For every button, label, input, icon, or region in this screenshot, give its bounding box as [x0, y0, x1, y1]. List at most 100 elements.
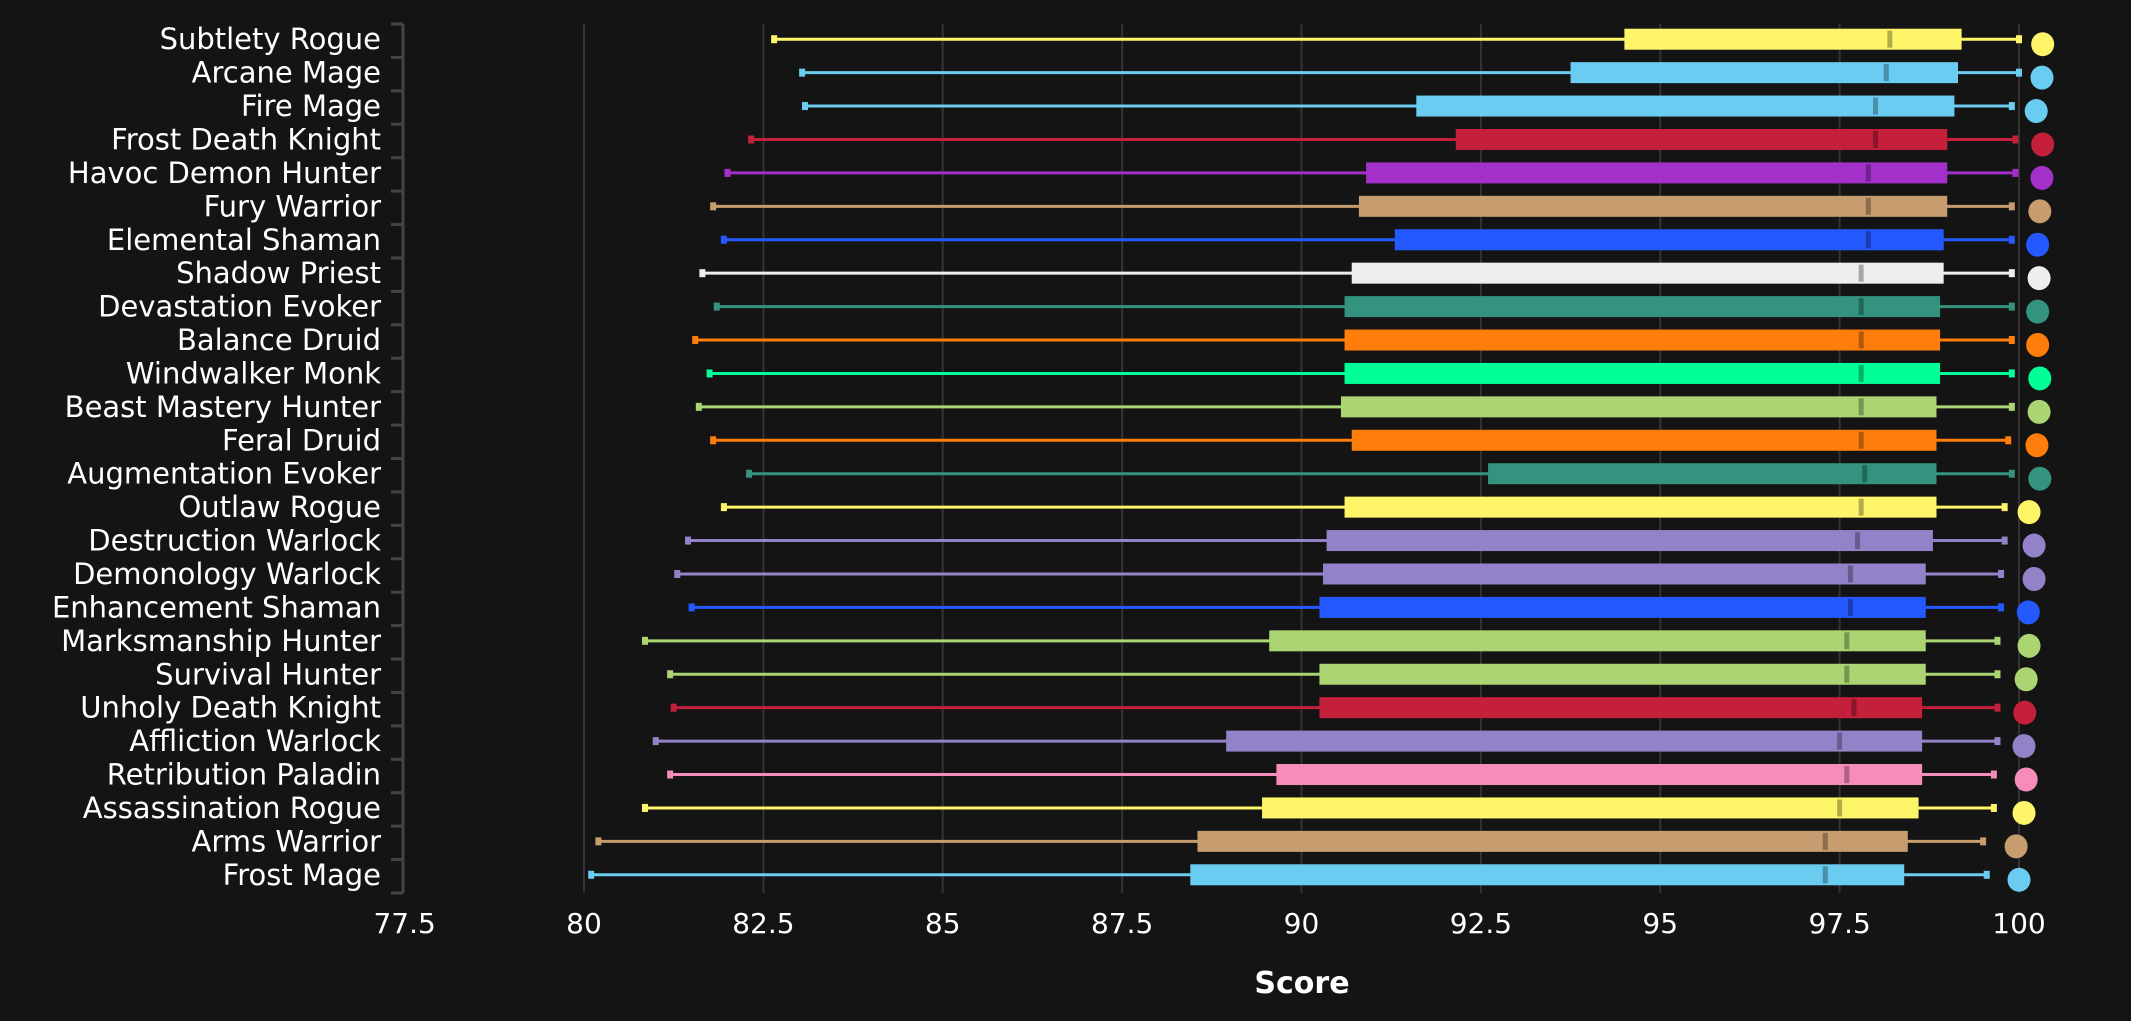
median-line: [1844, 766, 1850, 784]
y-axis: [391, 22, 405, 895]
whisker-max-cap: [1983, 870, 1990, 879]
whisker-min-cap: [641, 636, 648, 645]
x-tick-label: 77.5: [373, 907, 435, 940]
category-label: Destruction Warlock: [88, 524, 381, 558]
iqr-box: [1344, 329, 1941, 351]
whisker-max-cap: [2008, 336, 2015, 345]
whisker-max-cap: [1994, 670, 2001, 679]
whisker-min-cap: [674, 569, 681, 578]
outlier-point: [2031, 132, 2055, 157]
iqr-box: [1344, 362, 1941, 384]
whisker-max-cap: [1980, 837, 1987, 846]
whisker-max-cap: [2008, 302, 2015, 311]
median-line: [1851, 699, 1857, 717]
category-label: Outlaw Rogue: [178, 490, 381, 524]
whisker-max-cap: [1990, 803, 1997, 812]
category-label: Subtlety Rogue: [160, 22, 381, 56]
box-row: Affliction Warlock: [129, 724, 2036, 759]
x-tick-label: 95: [1642, 907, 1678, 940]
median-line: [1858, 298, 1864, 316]
x-tick-label: 97.5: [1808, 907, 1870, 940]
whisker-min-cap: [801, 102, 808, 111]
whisker-min-cap: [667, 670, 674, 679]
category-label: Feral Druid: [222, 423, 381, 457]
median-line: [1837, 732, 1843, 750]
median-line: [1873, 130, 1878, 148]
iqr-box: [1319, 663, 1926, 685]
outlier-point: [2028, 199, 2052, 224]
x-tick-label: 92.5: [1450, 907, 1512, 940]
outlier-point: [2027, 266, 2051, 291]
category-label: Arms Warrior: [192, 824, 382, 858]
iqr-box: [1344, 296, 1941, 318]
whisker-min-cap: [710, 202, 717, 211]
iqr-box: [1226, 730, 1923, 752]
category-label: Windwalker Monk: [126, 356, 381, 390]
outlier-point: [2022, 533, 2046, 558]
whisker-max-cap: [2001, 503, 2008, 512]
iqr-box: [1570, 62, 1959, 84]
outlier-point: [2014, 667, 2038, 692]
whisker-max-cap: [2008, 102, 2015, 111]
outlier-point: [2004, 834, 2028, 859]
outlier-point: [2030, 65, 2054, 90]
box-row: Frost Mage: [223, 858, 2031, 892]
box-row: Demonology Warlock: [73, 557, 2046, 591]
category-label: Devastation Evoker: [98, 290, 381, 324]
box-row: Unholy Death Knight: [80, 691, 2037, 725]
box-row: Fury Warrior: [204, 189, 2052, 224]
iqr-box: [1416, 95, 1955, 117]
iqr-box: [1624, 28, 1962, 50]
outlier-point: [2026, 333, 2050, 358]
whisker-min-cap: [724, 168, 731, 177]
category-label: Shadow Priest: [176, 256, 381, 290]
category-label: Marksmanship Hunter: [61, 624, 381, 658]
box-row: Marksmanship Hunter: [61, 624, 2041, 658]
box-row: Elemental Shaman: [107, 223, 2050, 257]
x-tick-label: 87.5: [1091, 907, 1153, 940]
whisker-min-cap: [699, 269, 706, 278]
outlier-point: [2028, 466, 2052, 491]
whisker-min-cap: [710, 436, 717, 445]
box-row: Feral Druid: [222, 423, 2049, 458]
median-line: [1883, 64, 1889, 82]
whisker-min-cap: [688, 603, 695, 612]
whisker-min-cap: [595, 837, 602, 846]
whisker-max-cap: [2016, 35, 2022, 44]
whisker-min-cap: [667, 770, 674, 779]
median-line: [1822, 832, 1828, 850]
x-tick-label: 80: [566, 907, 602, 940]
outlier-point: [2026, 299, 2050, 324]
box-row: Assassination Rogue: [83, 791, 2036, 825]
whisker-max-cap: [2008, 235, 2015, 244]
category-label: Augmentation Evoker: [67, 457, 381, 491]
iqr-box: [1197, 830, 1908, 852]
outlier-point: [2024, 99, 2048, 124]
median-line: [1873, 97, 1878, 115]
category-label: Demonology Warlock: [73, 557, 381, 591]
iqr-box: [1319, 697, 1923, 719]
outlier-point: [2028, 366, 2052, 391]
x-axis-title: Score: [1254, 966, 1349, 1001]
whisker-max-cap: [1994, 703, 2001, 712]
whisker-max-cap: [1994, 737, 2001, 746]
iqr-box: [1488, 463, 1937, 485]
outlier-point: [2030, 165, 2054, 190]
category-label: Balance Druid: [177, 323, 381, 357]
outlier-point: [2012, 734, 2036, 759]
whisker-min-cap: [641, 803, 648, 812]
x-axis-tick-labels: 77.5 80 82.5 85 87.5 90 92.5 95 97.5 100: [373, 907, 2045, 940]
outlier-point: [2016, 600, 2040, 625]
iqr-box: [1276, 764, 1923, 786]
whisker-min-cap: [706, 369, 713, 378]
iqr-box: [1190, 864, 1905, 886]
median-line: [1855, 532, 1861, 550]
outlier-point: [2022, 566, 2046, 591]
category-label: Unholy Death Knight: [80, 691, 381, 725]
whisker-max-cap: [2001, 536, 2008, 545]
box-row: Beast Mastery Hunter: [65, 390, 2051, 424]
box-row: Arms Warrior: [192, 824, 2028, 859]
whisker-max-cap: [2008, 469, 2015, 478]
whisker-min-cap: [746, 469, 753, 478]
